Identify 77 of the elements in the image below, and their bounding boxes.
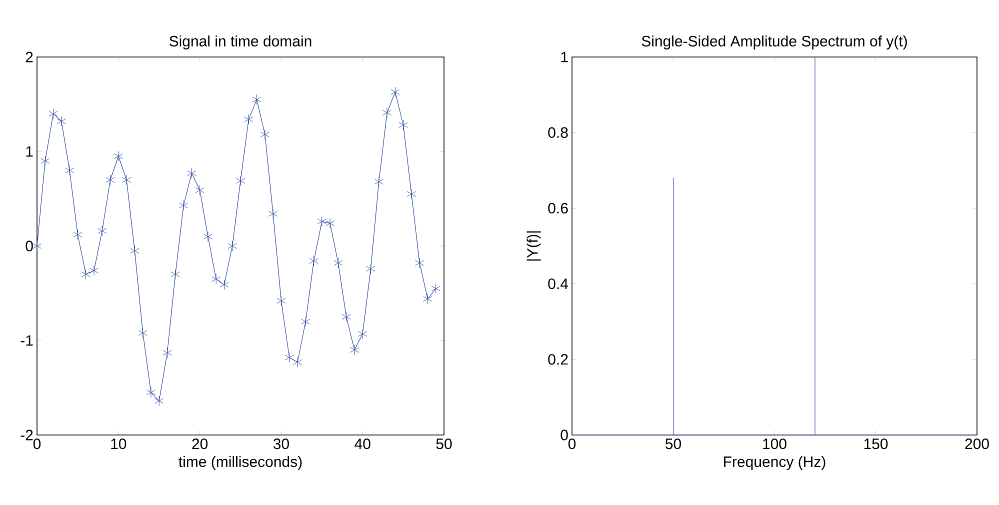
point [212,274,221,284]
y-axis-title: |Y(f)| [526,231,541,261]
point [195,184,204,196]
point [382,108,392,118]
point [48,108,58,119]
point [398,120,408,130]
y-tick-label: 1 [561,52,568,62]
point [40,156,50,166]
x-tick-label: 100 [763,438,786,450]
chart-title: Single-Sided Amplitude Spectrum of y(t) [642,35,907,50]
x-tick-label: 200 [965,438,989,450]
point [130,245,140,256]
point [122,174,132,186]
x-tick-label: 40 [354,438,370,450]
x-tick-label: 50 [666,438,681,450]
point [431,283,440,294]
point [73,229,82,240]
point [292,356,302,368]
y-tick-label: 2 [26,52,33,62]
point [358,328,368,340]
x-tick-label: 30 [273,438,289,450]
point [32,240,42,252]
point [252,94,262,105]
y-tick-label: 0.4 [548,278,568,290]
point [350,344,360,356]
point [309,256,318,266]
point [187,168,196,178]
x-tick-label: 50 [436,438,452,450]
x-tick-label: 10 [111,438,126,450]
point [374,176,384,187]
y-tick-label: 0.2 [548,354,568,365]
point [114,150,123,162]
point [268,208,278,220]
y-tick-label: -1 [20,335,33,346]
x-axis-title: Frequency (Hz) [724,456,826,470]
x-tick-label: 0 [568,438,576,450]
point [154,396,164,406]
point [228,240,237,252]
point [415,258,424,268]
point [244,114,254,125]
point [220,279,229,290]
point [81,269,90,280]
point [301,316,310,327]
point [366,263,376,274]
point [178,200,188,211]
point [162,348,172,358]
y-tick-label: -2 [20,430,33,440]
y-tick-label: 0 [26,240,33,252]
y-tick-label: 0 [560,430,568,440]
y-tick-label: 1 [26,146,33,157]
point [89,265,99,276]
point [106,174,115,186]
point [138,328,148,338]
point [334,258,343,268]
point [390,86,400,98]
point [64,165,74,176]
point [146,387,156,398]
y-tick-label: 0.6 [548,202,568,214]
point [342,312,351,322]
y-tick-label: 0.8 [548,127,568,138]
point [423,294,432,304]
point [406,188,416,200]
point [236,176,246,186]
chart-title: Signal in time domain [169,35,312,50]
point [203,231,213,242]
point [170,269,180,280]
point [284,352,294,363]
x-tick-label: 0 [33,438,41,450]
point [276,296,286,306]
point [325,218,335,229]
x-tick-label: 20 [192,438,208,450]
point [56,116,66,127]
point [98,226,107,236]
x-axis-title: time (milliseconds) [178,456,302,470]
point [260,129,270,140]
point [317,216,326,227]
x-tick-label: 150 [864,438,888,450]
